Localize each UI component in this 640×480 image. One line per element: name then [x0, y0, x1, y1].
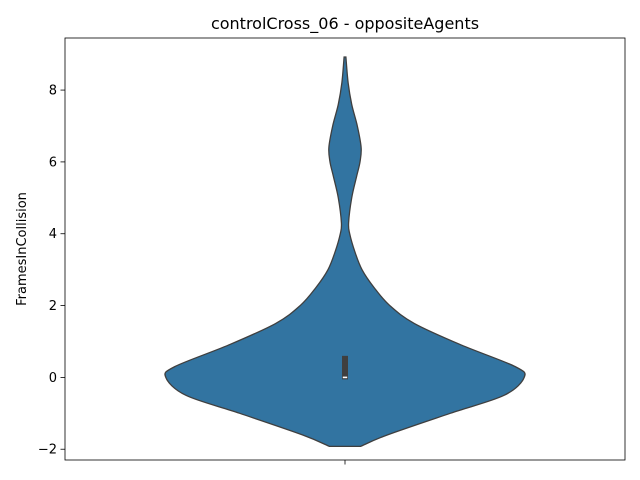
- y-tick-label: 6: [49, 155, 57, 170]
- violin-body: [164, 56, 526, 447]
- y-axis: −2 0 2 4 6 8: [38, 84, 65, 458]
- y-axis-label: FramesInCollision: [15, 192, 30, 306]
- chart-title: controlCross_06 - oppositeAgents: [211, 14, 479, 34]
- y-tick-label: −2: [38, 443, 57, 458]
- y-tick-label: 8: [49, 84, 57, 99]
- y-tick-label: 2: [49, 299, 57, 314]
- y-tick-label: 4: [49, 227, 57, 242]
- y-tick-label: 0: [49, 371, 57, 386]
- interquartile-box: [342, 355, 348, 380]
